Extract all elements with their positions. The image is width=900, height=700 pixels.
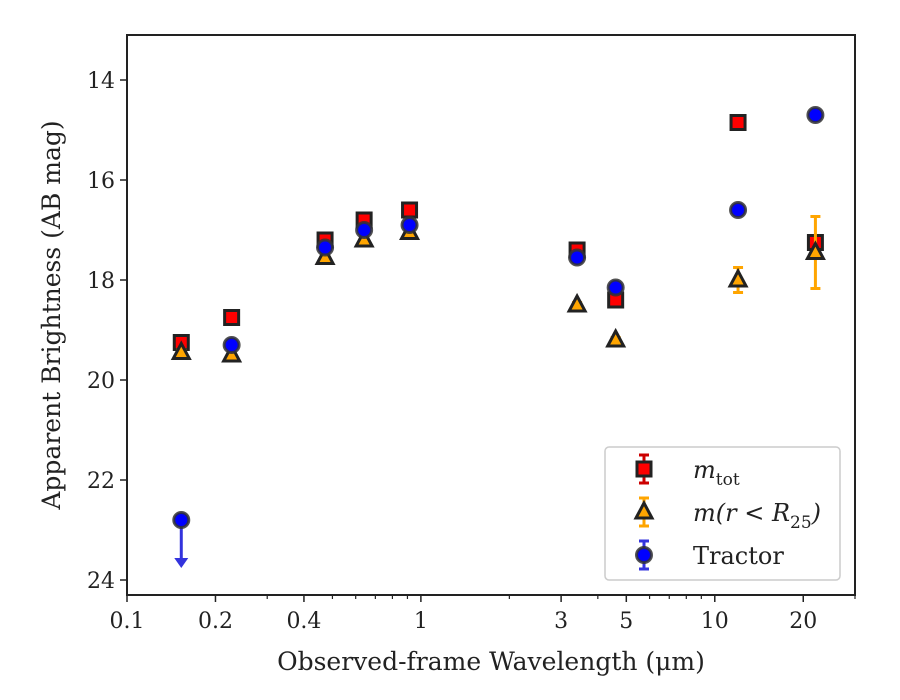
x-tick-label: 3 [554,609,568,634]
data-point [605,327,627,348]
data-point [400,216,419,234]
y-axis-label: Apparent Brightness (AB mag) [37,120,66,510]
data-point [355,221,374,239]
y-tick-label: 24 [87,569,115,594]
data-point [223,309,241,326]
x-tick-label: 10 [701,609,729,634]
x-axis-ticks: 0.1 0.2 0.4 1 3 5 10 20 [110,595,856,634]
data-point [729,201,748,219]
x-tick-label: 5 [619,609,633,634]
series-mr25 [170,215,826,363]
data-point [729,114,747,131]
series-tractor [172,106,825,568]
x-tick-label: 0.4 [286,609,321,634]
data-point [806,106,825,124]
legend-label: m(r < R25) [693,499,821,533]
plot-frame [126,34,856,596]
y-tick-label: 22 [87,469,115,494]
x-tick-label: 1 [414,609,428,634]
data-point [170,340,192,360]
y-axis-ticks: 14 16 18 20 22 24 [87,69,127,594]
legend-item-tractor: Tractor [635,539,784,571]
data-point [222,336,241,354]
legend-marker [633,499,655,520]
y-tick-label: 16 [87,169,115,194]
legend-box [604,446,841,581]
legend-item-mtot: mtot [635,453,740,490]
data-point [401,201,419,219]
legend-label: Tractor [693,542,784,570]
legend-marker [635,460,653,478]
data-point [727,267,749,288]
data-point [172,511,191,529]
data-marks [170,106,826,568]
legend-label: mtot [693,456,740,490]
x-axis-label: Observed-frame Wavelength (μm) [277,647,705,676]
legend: mtot m(r < R25) Tractor [604,446,841,581]
data-point [566,292,588,313]
x-tick-label: 0.2 [198,609,233,634]
y-tick-label: 18 [87,269,115,294]
y-tick-label: 14 [87,69,115,94]
legend-marker [635,546,653,564]
data-point [316,238,335,257]
x-tick-label: 20 [789,609,817,634]
data-point [804,240,826,260]
data-point [606,278,625,297]
upper-limit-arrowhead [174,558,189,568]
x-tick-label: 0.1 [110,609,145,634]
y-tick-label: 20 [87,369,115,394]
legend-item-mr25: m(r < R25) [633,496,821,533]
data-point [568,248,587,267]
